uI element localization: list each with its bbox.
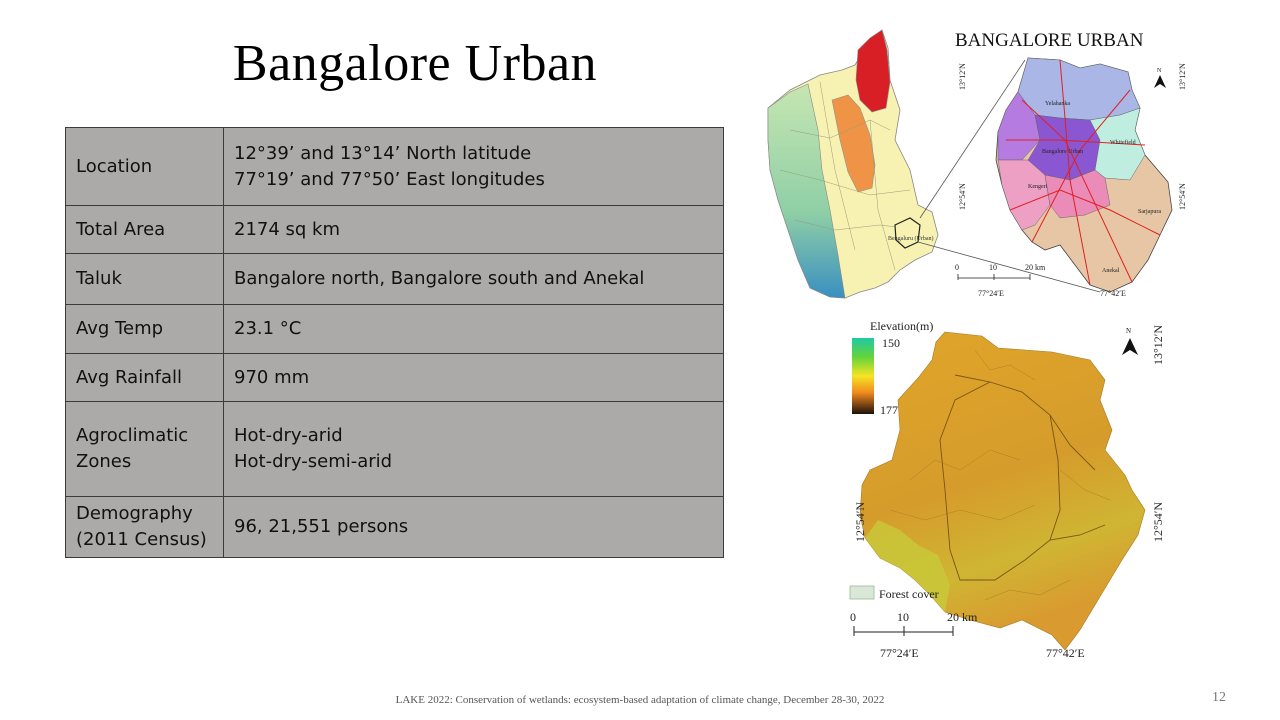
lon-label: 77°42′E [1046,646,1085,660]
place-label: Anekal [1102,268,1120,274]
row-label: Avg Rainfall [65,353,224,402]
elevation-scale-bar: 0 10 20 km 77°24′E 77°42′E [850,610,1085,660]
table-row: Avg Temp 23.1 °C [65,304,724,354]
place-label: Whitefield [1110,139,1136,146]
legend-max: 1770 [880,403,904,417]
zone-south [1044,169,1111,219]
table-row: Demography (2011 Census) 96, 21,551 pers… [65,496,724,558]
maps-figure: Bengaluru (Urban) BANGALORE URBAN Yelaha… [767,29,1187,660]
row-value: Hot-dry-arid Hot-dry-semi-arid [223,401,724,497]
lat-label: 13°12′N [1151,325,1165,365]
lon-label: 77°24′E [880,646,919,660]
district-info-table: Location 12°39’ and 13°14’ North latitud… [65,127,724,558]
district-map-title: BANGALORE URBAN [955,30,1144,51]
zone-kengeri [997,159,1051,231]
place-label: Bangalore Urban [1042,149,1083,155]
north-arrow-icon: N [1154,68,1166,88]
svg-text:N: N [1157,68,1162,74]
elevation-map: Elevation(m) 150 1770 N 13°12′N 12°54′N … [849,319,1165,660]
value-line: Hot-dry-arid [234,425,343,446]
district-scale-bar: 0 10 20 km 77°24′E 77°42′E [955,263,1126,298]
lat-label: 12°54′N [1151,502,1165,542]
watershed-boundaries [939,374,1106,581]
table-row: Agroclimatic Zones Hot-dry-arid Hot-dry-… [65,401,724,497]
row-label: Total Area [65,205,224,254]
lon-label: 77°24′E [978,289,1004,298]
slide-footer: LAKE 2022: Conservation of wetlands: eco… [395,694,885,706]
drainage-lines [889,349,1111,601]
lat-label: 13°12′N [1178,63,1187,90]
slide-number: 12 [1212,690,1226,705]
road-network [1006,59,1161,286]
place-label: Kengeri [1028,184,1048,190]
svg-text:10: 10 [989,263,997,272]
row-label: Demography (2011 Census) [65,496,224,558]
row-value: 96, 21,551 persons [223,496,724,558]
row-value: 970 mm [223,353,724,402]
northern-highlight-region [855,29,891,113]
lat-label: 12°54′N [853,502,867,542]
north-arrow-icon: N [1122,327,1138,355]
svg-text:20 km: 20 km [947,610,978,624]
forest-legend-label: Forest cover [879,587,939,601]
low-elevation-zone [865,520,950,612]
place-label: Sarjapura [1138,209,1161,215]
central-highlight-region [831,94,876,193]
table-row: Taluk Bangalore north, Bangalore south a… [65,253,724,305]
inset-label: Bengaluru (Urban) [888,235,933,242]
place-label: Yelahanka [1045,101,1070,107]
svg-text:0: 0 [850,610,856,624]
zone-whitefield [1089,107,1146,181]
svg-text:20 km: 20 km [1025,263,1046,272]
legend-min: 150 [882,336,900,350]
row-value: 2174 sq km [223,205,724,254]
table-row: Location 12°39’ and 13°14’ North latitud… [65,127,724,206]
lat-label: 12°54′N [958,183,967,210]
svg-text:0: 0 [955,263,959,272]
row-label: Location [65,127,224,206]
district-zoom-map: BANGALORE URBAN Yelahanka Bangalore Urba… [955,30,1187,298]
elevation-legend-bar [852,338,874,414]
forest-legend-swatch [849,585,875,600]
elevation-relief [859,331,1146,651]
lon-label: 77°42′E [1100,289,1126,298]
row-label: Agroclimatic Zones [65,401,224,497]
coastal-region [767,83,846,299]
zone-north-west [997,91,1041,161]
lat-label: 13°12′N [958,63,967,90]
row-label: Avg Temp [65,304,224,354]
row-value: 23.1 °C [223,304,724,354]
legend-title: Elevation(m) [870,319,933,333]
svg-text:10: 10 [897,610,909,624]
value-line: 77°19’ and 77°50’ East longitudes [234,168,545,190]
svg-text:N: N [1126,327,1131,335]
row-value: Bangalore north, Bangalore south and Ane… [223,253,724,305]
lat-label: 12°54′N [1178,183,1187,210]
place-labels: Yelahanka Bangalore Urban Whitefield Ken… [1028,101,1161,274]
table-row: Avg Rainfall 970 mm [65,353,724,402]
value-line: Hot-dry-semi-arid [234,451,393,472]
value-line: 12°39’ and 13°14’ North latitude [234,142,532,164]
karnataka-state-map: Bengaluru (Urban) [767,29,1101,299]
row-label: Taluk [65,253,224,305]
table-row: Total Area 2174 sq km [65,205,724,254]
row-value: 12°39’ and 13°14’ North latitude 77°19’ … [223,127,724,206]
slide-title: Bangalore Urban [232,35,598,92]
